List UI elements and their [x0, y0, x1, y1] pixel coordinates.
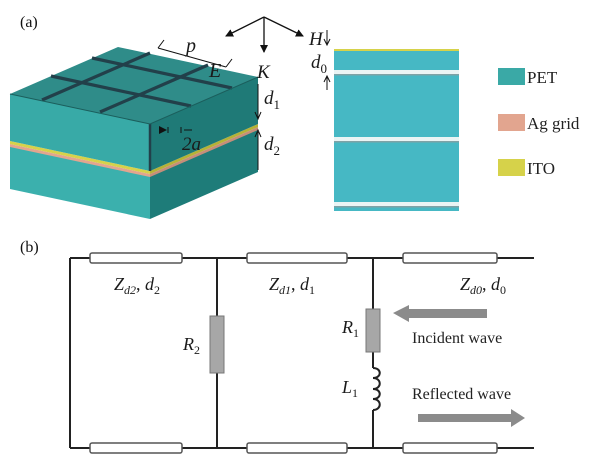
ito-layer-front: [10, 141, 150, 174]
cross-section-thin-layer-mid: [334, 137, 459, 141]
legend-swatch-pet: [498, 68, 525, 85]
d0-dimension: [323, 30, 331, 90]
upper-layer-side: [150, 77, 258, 171]
resistor-r2: [209, 315, 225, 374]
legend-label-pet: PET: [527, 68, 558, 87]
ito-layer-side: [150, 124, 258, 174]
d1-label: d1: [264, 88, 280, 112]
field-axes: [225, 16, 304, 53]
d2-label: d2: [264, 134, 280, 158]
transmission-lines: [89, 252, 498, 454]
lower-layer-side: [150, 129, 258, 219]
line-mid-label: Zd1, d1: [269, 274, 315, 297]
legend-label-ito: ITO: [527, 159, 555, 178]
layered-block-3d: [9, 47, 259, 219]
reflected-wave-arrow: [418, 409, 525, 427]
line-left-label: Zd2, d2: [114, 274, 160, 297]
upper-layer-front: [10, 94, 150, 171]
e-field-label: E: [208, 60, 221, 82]
ag-layer-side: [150, 127, 258, 177]
ag-layer-front: [10, 144, 150, 177]
resistor-r1: [365, 308, 381, 353]
legend-swatch-ito: [498, 159, 525, 176]
period-dimension: p: [157, 35, 233, 68]
h-arrow: [263, 16, 304, 37]
legend-label-ag-grid: Ag grid: [527, 114, 580, 133]
top-face: [10, 47, 258, 124]
grid-width-label: 2a: [182, 134, 201, 155]
legend-swatch-ag-grid: [498, 114, 525, 131]
cross-section: [334, 49, 459, 211]
thickness-dimensions: [254, 84, 262, 170]
legend: PET Ag grid ITO: [498, 68, 580, 178]
h-field-label: H: [308, 29, 324, 50]
incident-wave-arrow: [393, 305, 487, 322]
r1-label: R1: [341, 317, 359, 340]
cross-section-pet: [334, 49, 459, 211]
ag-grid-lines: [41, 51, 233, 114]
cross-section-thin-layer-bottom: [334, 202, 459, 206]
e-arrow: [225, 16, 265, 37]
cross-section-thin-layer-top: [334, 70, 459, 74]
d0-label: d0: [311, 52, 327, 76]
line-right-label: Zd0, d0: [460, 274, 506, 297]
k-vector-label: K: [256, 62, 271, 83]
panel-a-label: (a): [20, 14, 38, 31]
period-label: p: [184, 35, 196, 57]
circuit: [69, 257, 534, 449]
reflected-wave-label: Reflected wave: [412, 386, 511, 403]
lower-layer-front: [10, 146, 150, 219]
l1-label: L1: [341, 377, 358, 400]
incident-wave-label: Incident wave: [412, 330, 502, 347]
grid-width-dimension: [159, 126, 192, 134]
r2-label: R2: [182, 334, 200, 357]
panel-b-label: (b): [20, 239, 39, 256]
